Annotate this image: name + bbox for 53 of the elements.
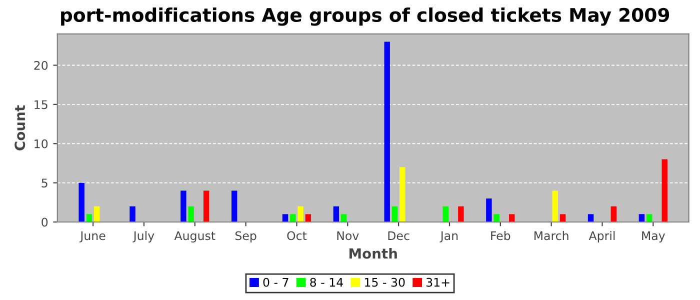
bar [340,214,347,222]
bar [203,190,210,222]
bar [305,214,312,222]
legend-label: 0 - 7 [263,278,288,287]
legend-label: 31+ [426,278,450,287]
y-tick-label: 5 [42,178,48,188]
x-tick-label: May [642,231,666,242]
bar [392,206,398,222]
bar [638,214,645,222]
bar [508,214,515,222]
bar [130,206,136,222]
bar [188,206,194,222]
bar [486,198,492,222]
x-tick-label: July [132,231,154,242]
bar [588,214,594,222]
x-tick-label: Oct [287,231,307,240]
legend-label: 15 - 30 [365,278,405,287]
bar [282,214,288,222]
bar [78,182,84,222]
y-tick-label: 20 [34,60,48,70]
x-tick-label: March [534,231,568,240]
bar [494,214,500,222]
bar [290,214,296,222]
bar [552,190,558,222]
y-tick-label: 0 [42,218,48,227]
bar [333,206,340,222]
x-tick-label: Jan [440,231,458,242]
x-tick-label: Sep [235,231,256,242]
x-tick-label: June [80,231,106,242]
y-tick-label: 10 [34,139,48,148]
x-tick-label: April [588,231,615,242]
legend-label: 8 - 14 [310,278,343,287]
bar [458,206,464,222]
bar [662,159,668,222]
bar [94,206,100,222]
bar [231,190,238,222]
bar [298,206,304,222]
chart-title: port-modifications Age groups of closed tickets May 2009 [61,8,670,26]
bar [610,206,617,222]
bar [384,42,390,222]
bar [560,214,566,222]
bar [442,206,449,222]
y-tick-label: 15 [34,100,48,110]
x-axis-title: Month [349,248,397,259]
x-tick-label: Nov [337,231,359,240]
x-tick-label: Feb [491,231,510,240]
bar [180,190,186,222]
bar [646,214,652,222]
y-axis-title: Count [14,105,26,150]
bar [86,214,92,222]
x-tick-label: August [174,231,216,242]
x-tick-label: Dec [388,231,410,240]
bar [400,167,406,222]
